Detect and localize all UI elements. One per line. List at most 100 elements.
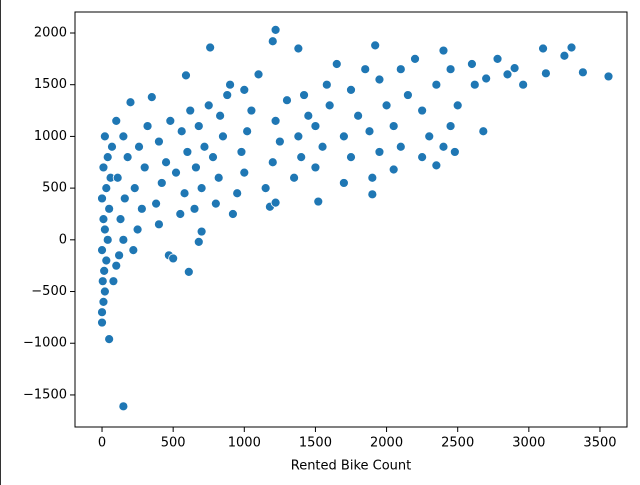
point [324, 100, 335, 111]
point [196, 226, 207, 237]
point [189, 203, 200, 214]
point [438, 45, 449, 56]
point [239, 167, 250, 178]
point [267, 157, 278, 168]
point [270, 24, 281, 35]
point [313, 196, 324, 207]
point [205, 42, 216, 53]
point [367, 172, 378, 183]
point [102, 234, 113, 245]
point [97, 307, 107, 318]
point [239, 84, 250, 95]
point [381, 100, 392, 111]
point [267, 36, 278, 47]
x-axis-label: Rented Bike Count [291, 459, 412, 474]
point [445, 64, 456, 75]
point [310, 162, 321, 173]
y-tick-label: −500 [31, 284, 67, 299]
point [338, 178, 349, 188]
point [374, 147, 385, 157]
point [118, 401, 129, 412]
point [502, 69, 513, 80]
point [253, 69, 264, 80]
plot-frame [74, 11, 628, 428]
y-tick-label: 1500 [34, 77, 67, 92]
y-tick-label: 1000 [34, 129, 67, 144]
point [108, 276, 119, 287]
point [293, 131, 304, 142]
point [98, 214, 109, 225]
point [236, 147, 247, 157]
point [242, 126, 253, 137]
point [128, 245, 139, 256]
point [270, 197, 281, 208]
point [395, 64, 406, 75]
point [97, 276, 108, 287]
point [193, 121, 204, 131]
point [154, 219, 164, 230]
point [566, 42, 577, 53]
point [424, 131, 435, 142]
point [213, 172, 224, 183]
point [449, 147, 460, 157]
point [171, 167, 181, 178]
point [310, 121, 321, 131]
point [478, 126, 489, 137]
y-tick-label: 2000 [34, 25, 67, 40]
point [370, 40, 381, 51]
point [101, 255, 112, 266]
point [176, 126, 187, 137]
point [215, 110, 226, 121]
point [146, 92, 157, 103]
point [142, 121, 153, 131]
point [151, 198, 161, 209]
point [132, 224, 143, 235]
point [481, 73, 492, 84]
point [296, 152, 307, 162]
point [208, 152, 218, 162]
point [260, 183, 271, 194]
point [417, 105, 428, 116]
point [270, 115, 281, 126]
x-tick-label: 0 [98, 436, 106, 451]
point [182, 147, 193, 157]
x-tick-label: 2000 [370, 436, 403, 451]
point [134, 141, 144, 152]
point [403, 90, 413, 100]
point [388, 164, 399, 175]
x-tick-label: 3000 [512, 436, 545, 451]
point [232, 188, 243, 199]
point [225, 79, 235, 90]
point [115, 214, 126, 225]
point [111, 115, 122, 126]
point [199, 141, 210, 152]
point [374, 74, 385, 85]
point [114, 250, 125, 261]
x-tick-label: 500 [161, 436, 186, 451]
point [125, 97, 136, 108]
point [364, 126, 375, 137]
point [99, 265, 110, 276]
point [156, 178, 167, 188]
point [104, 203, 115, 214]
point [196, 183, 207, 194]
point [112, 172, 123, 183]
point [353, 110, 364, 121]
point [367, 189, 378, 200]
point [175, 209, 186, 219]
point [165, 115, 176, 126]
point [577, 67, 588, 78]
point [431, 79, 442, 90]
point [317, 141, 328, 152]
point [107, 141, 117, 152]
point [191, 162, 201, 173]
point [118, 234, 129, 245]
point [282, 95, 292, 106]
point [102, 152, 113, 162]
point [99, 224, 110, 235]
point [395, 141, 406, 152]
point [452, 100, 463, 111]
point [228, 209, 238, 219]
